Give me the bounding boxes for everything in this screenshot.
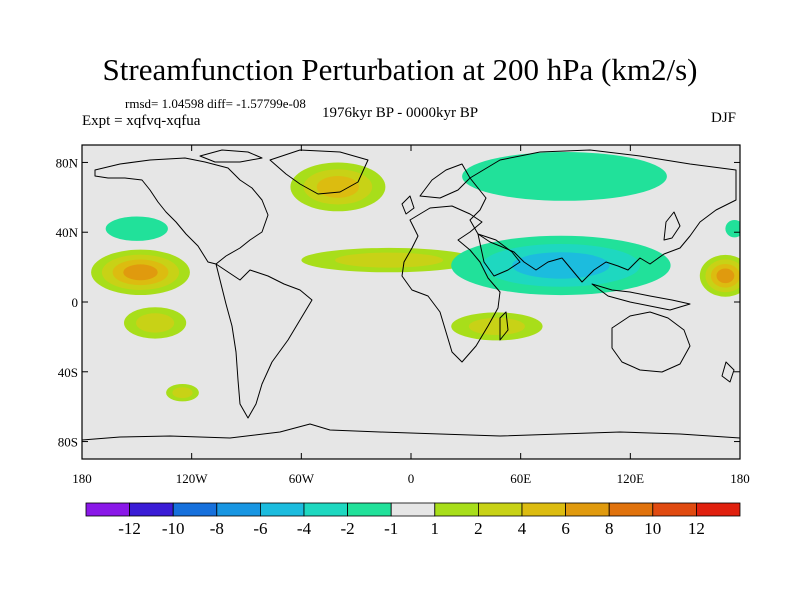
x-tick-label: 60W [289,471,315,486]
coastline-japan [663,211,681,241]
coastline-arabia [477,233,521,277]
anomaly-siberian-low [462,152,667,201]
y-tick-label: 40S [58,365,78,380]
stats-text: rmsd= 1.04598 diff= -1.57799e-08 [125,96,306,111]
coastline-madagascar [499,311,509,341]
colorbar-label: 6 [561,519,570,538]
colorbar-label: 8 [605,519,614,538]
colorbar-swatch [696,502,741,517]
anomaly-equatorial-atlantic-high [301,247,477,273]
colorbar-swatch [434,502,479,517]
colorbar-label: -8 [210,519,224,538]
y-tick-label: 80S [58,435,78,450]
coastline-indonesia [591,283,691,311]
colorbar-swatch [172,502,218,517]
coastline-south-america [215,263,313,419]
colorbar-label: -6 [253,519,267,538]
coastline-greenland [269,149,369,195]
axes: 180 120W 60W 0 60E 120E 180 80N 40N 0 40S 80S [56,145,750,486]
contour-south-asian-low--4 [512,252,610,279]
anomaly-southeast-pacific-high [166,384,199,402]
colorbar-label: 10 [644,519,661,538]
season-label: DJF [711,110,737,126]
anomaly-south-pacific-high [124,307,187,339]
colorbar-label: -10 [162,519,185,538]
coastline-arctic-islands [199,149,263,163]
anomaly-northeast-asia-low [725,220,740,238]
colorbar-label: -1 [384,519,398,538]
colorbar-swatch [85,502,130,517]
x-tick-label: 120E [617,471,645,486]
colorbar: -12 -10 -8 -6 -4 -2 -1 1 2 4 6 8 10 12 [85,502,741,538]
period-label: 1976kyr BP - 0000kyr BP [322,105,479,121]
coastline-australia [611,311,691,373]
experiment-label: Expt = xqfvq-xqfua [82,113,201,129]
contour-south-pacific-high-2 [136,313,175,333]
anomaly-western-pacific-high [699,254,740,297]
colorbar-swatch [521,502,566,517]
x-tick-label: 0 [408,471,415,486]
colorbar-label: 1 [431,519,440,538]
colorbar-swatch [608,502,654,517]
x-tick-label: 180 [730,471,750,486]
colorbar-label: 2 [474,519,483,538]
anomaly-north-pacific-high [91,249,190,295]
contour-northeast-asia-low--1 [725,220,740,238]
contour-north-atlantic-greenland-high-4 [316,176,359,198]
colorbar-swatch [477,502,523,517]
y-tick-label: 40N [56,225,79,240]
x-tick-label: 60E [510,471,531,486]
colorbar-swatch [652,502,697,517]
contour-southeast-pacific-high-2 [172,387,193,399]
contour-siberian-low--1 [462,152,667,201]
coastline-north-america [94,157,269,265]
y-tick-label: 80N [56,155,79,170]
coastline-eurasia-africa [401,205,501,363]
coastline-scandinavia [419,163,471,199]
colorbar-swatch [216,502,261,517]
coastline-new-zealand [721,361,735,383]
colorbar-swatch [129,502,174,517]
coastlines [82,149,740,441]
anomaly-north-atlantic-low-west [105,216,168,241]
colorbar-swatch [347,502,392,517]
contour-north-atlantic-low-west--1 [105,216,168,241]
contour-north-pacific-high-6 [123,264,158,281]
contour-equatorial-atlantic-high-2 [335,252,444,268]
coastline-antarctica [82,423,740,441]
colorbar-label: -2 [341,519,355,538]
colorbar-swatch [259,502,305,517]
y-tick-label: 0 [72,295,79,310]
colorbar-swatch [303,502,348,517]
coastline-asia [469,149,737,283]
contour-western-pacific-high-6 [716,268,735,284]
colorbar-swatch [390,502,436,517]
colorbar-label: 12 [688,519,705,538]
anomaly-south-asian-low [451,235,671,296]
x-tick-label: 180 [72,471,92,486]
x-tick-label: 120W [176,471,209,486]
contour-southern-africa-high-2 [468,317,525,335]
colorbar-swatch [565,502,610,517]
colorbar-label: -12 [118,519,141,538]
anomaly-southern-africa-high [451,312,543,341]
colorbar-label: 4 [518,519,527,538]
chart-title: Streamfunction Perturbation at 200 hPa (… [102,52,698,87]
coastline-uk [401,195,415,215]
colorbar-label: -4 [297,519,312,538]
